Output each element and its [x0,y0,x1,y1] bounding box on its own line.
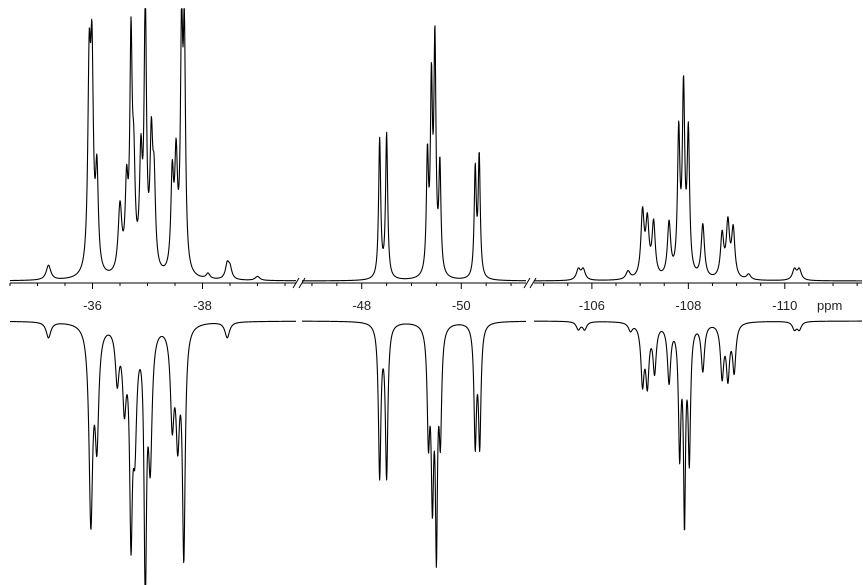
upper-spectrum [9,8,863,282]
tick-label: -110 [772,298,797,313]
lower-spectrum-series-1 [9,320,297,585]
tick-label: -106 [579,298,605,313]
tick-label: -108 [675,298,701,313]
lower-spectrum [9,320,863,585]
tick-label: -38 [193,298,212,313]
lower-spectrum-series-3 [533,320,863,531]
lower-spectrum-series-2 [301,320,527,568]
upper-spectrum-series-3 [533,75,863,282]
axis-break-marker [529,277,537,289]
axis-break-marker [298,277,306,289]
tick-label: -48 [352,298,371,313]
ppm-axis: -36 -38 -48 -50 -106 -108 -110 [9,277,862,313]
x-axis-unit-label: ppm [817,298,842,313]
tick-label: -36 [83,298,102,313]
tick-label: -50 [452,298,471,313]
upper-spectrum-series-1 [9,8,297,282]
axis-break-marker [523,277,531,289]
upper-spectrum-series-2 [301,25,527,282]
axis-break-marker [292,277,300,289]
